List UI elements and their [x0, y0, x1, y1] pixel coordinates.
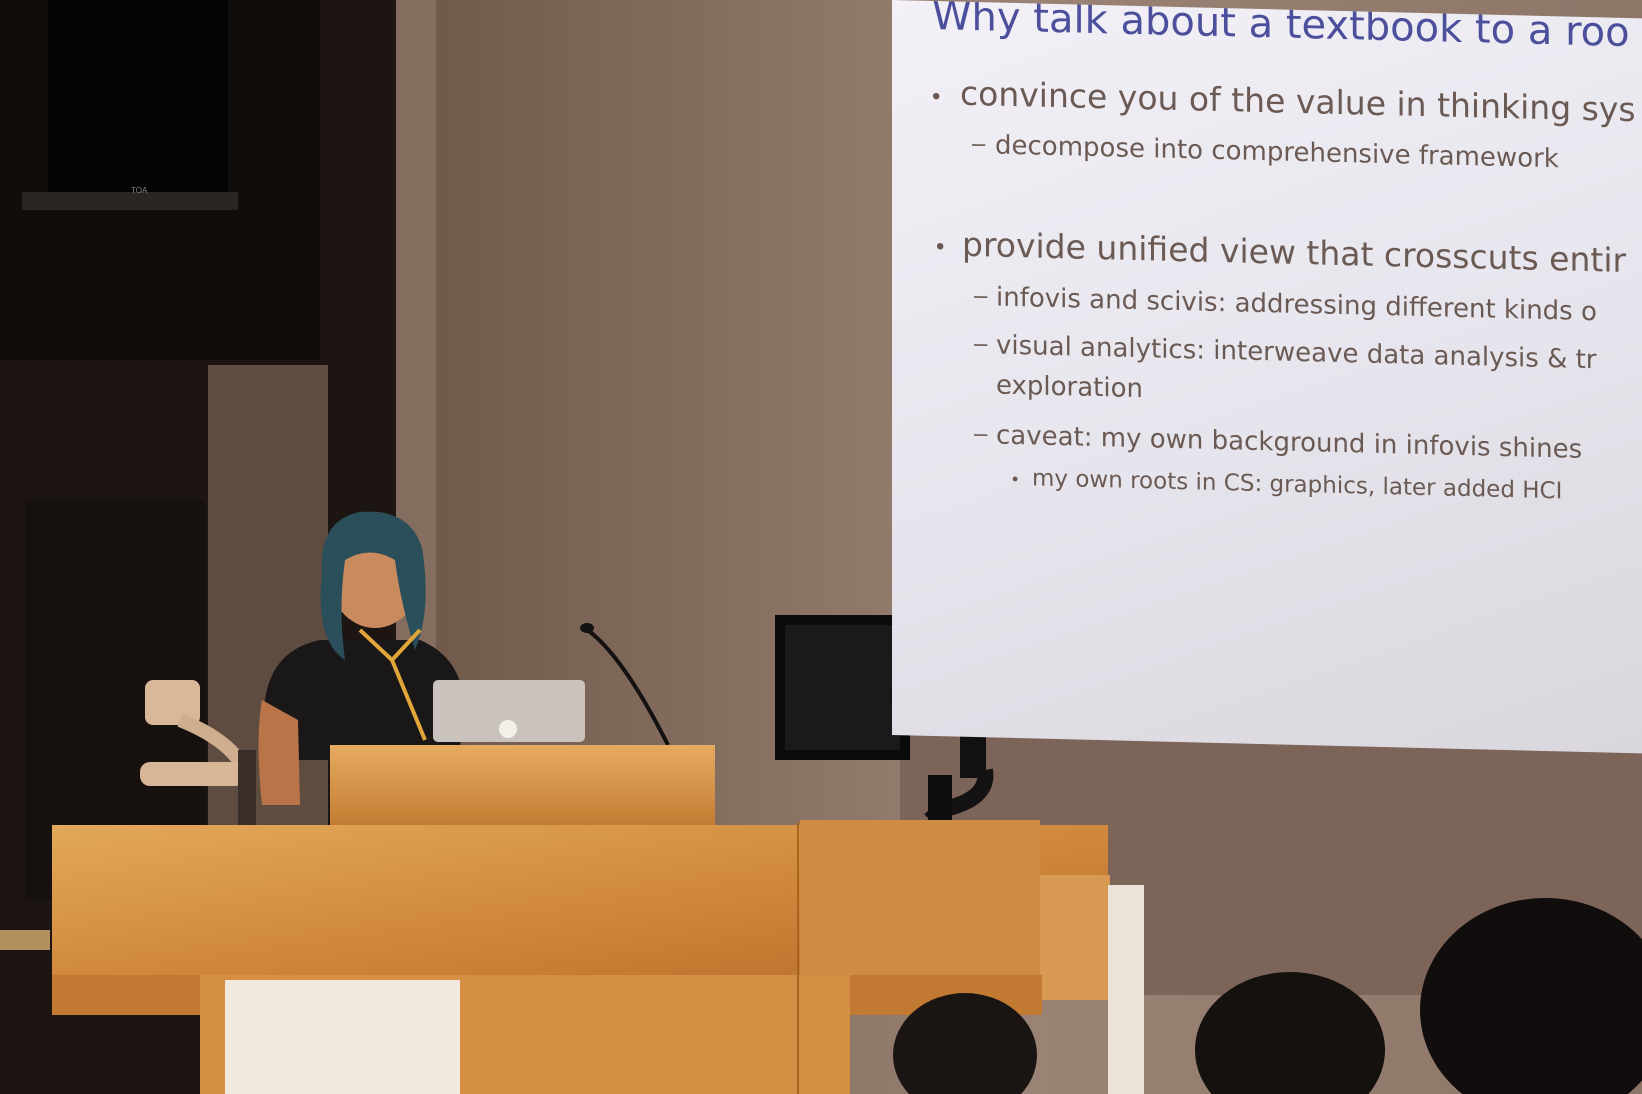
- document-camera: [140, 680, 256, 830]
- slide-bullet-2b: visual analytics: interweave data analys…: [996, 330, 1597, 376]
- bullet-dot: •: [932, 82, 941, 111]
- wall-speaker: [20, 0, 238, 210]
- dash-marker: –: [974, 330, 988, 358]
- slide-bullet-2: provide unified view that crosscuts enti…: [962, 224, 1627, 280]
- microphone: [581, 625, 670, 746]
- dash-marker: –: [974, 420, 988, 448]
- dash-marker: –: [972, 129, 986, 158]
- slide-bullet-1: convince you of the value in thinking sy…: [960, 73, 1636, 130]
- bullet-dot: •: [936, 233, 945, 261]
- slide-bullet-2b-cont: exploration: [996, 370, 1143, 405]
- slide-bullet-2c: caveat: my own background in infovis shi…: [996, 420, 1583, 465]
- slide-bullet-1a: decompose into comprehensive framework: [995, 130, 1559, 175]
- projected-slide: Why talk about a textbook to a roo • con…: [892, 0, 1642, 754]
- bullet-dot: •: [1012, 468, 1019, 490]
- slide-bullet-2c-i: my own roots in CS: graphics, later adde…: [1032, 465, 1563, 505]
- laptop: [433, 680, 585, 742]
- presenter: [258, 511, 462, 805]
- podium: [52, 745, 1144, 1094]
- speaker-brand-label: TOA: [131, 186, 148, 195]
- audience: [893, 898, 1642, 1094]
- slide-bullet-2a: infovis and scivis: addressing different…: [996, 282, 1597, 328]
- dash-marker: –: [974, 282, 988, 310]
